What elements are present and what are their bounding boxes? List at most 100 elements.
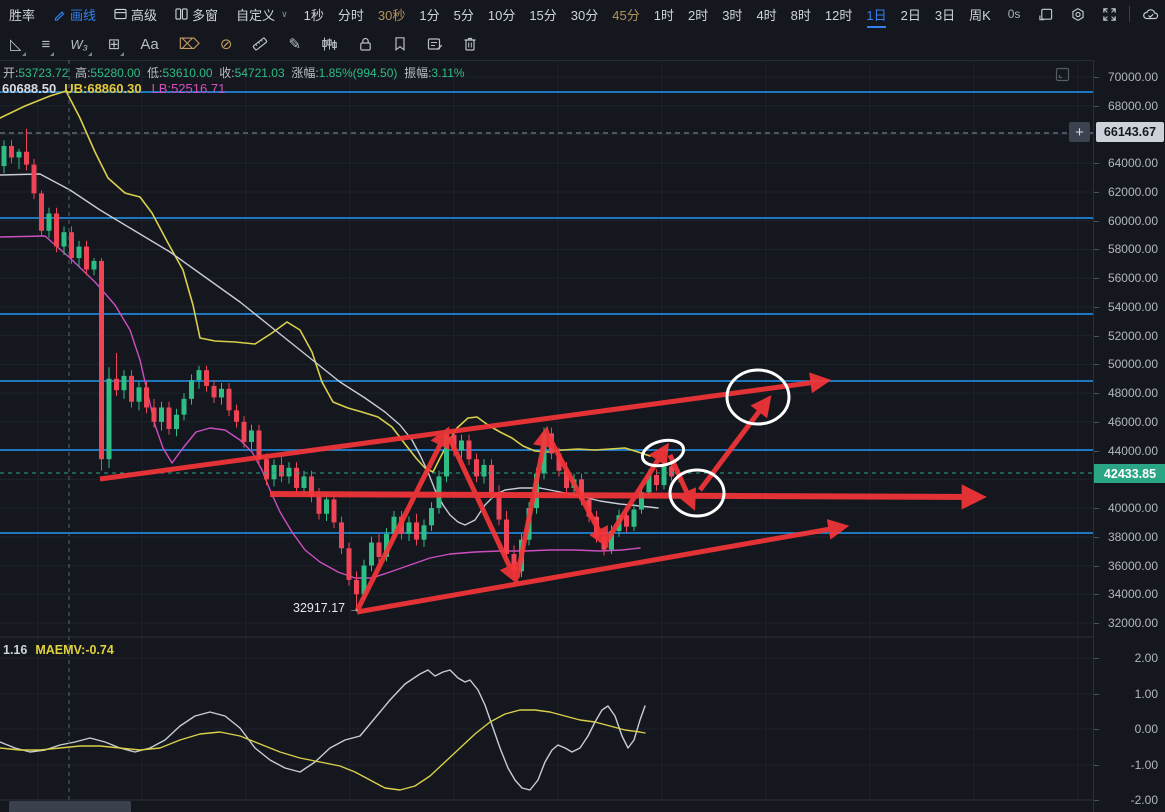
lock-tool[interactable]	[353, 28, 378, 60]
pane-maximize-icon[interactable]	[1055, 67, 1070, 82]
advanced-button[interactable]: 高级	[105, 0, 166, 28]
pattern-tool[interactable]	[316, 28, 343, 60]
chevron-down-icon: ∨	[281, 8, 288, 19]
settings-gear-icon[interactable]	[1062, 0, 1094, 28]
axis-tick	[1094, 800, 1099, 801]
axis-tick	[1094, 163, 1099, 165]
custom-timeframe-dropdown[interactable]: 自定义 ∨	[236, 7, 288, 23]
hide-drawings-tool[interactable]: ⊘	[219, 35, 233, 53]
panel-icon	[114, 8, 127, 20]
axis-tick	[1094, 729, 1099, 730]
price-axis-label: 60000.00	[1107, 213, 1158, 228]
circle-top	[725, 368, 791, 426]
timeframe-4时[interactable]: 4时	[756, 7, 777, 23]
tool-expand-caret[interactable]	[50, 52, 55, 56]
timeframe-分时[interactable]: 分时	[337, 7, 364, 23]
alert-plus-button[interactable]: +	[1069, 122, 1090, 142]
timeframe-1时[interactable]: 1时	[653, 7, 674, 23]
price-axis-label: 38000.00	[1107, 529, 1158, 544]
candlestick-chart[interactable]	[0, 60, 1093, 812]
bookmark-tool[interactable]	[388, 28, 412, 60]
price-axis[interactable]: 70000.00 68000.00 64000.00 62000.00 60000.00…	[1093, 60, 1165, 812]
indicator-axis-label: 2.00	[1134, 651, 1158, 665]
indicator-axis-label: 1.00	[1134, 687, 1158, 701]
price-axis-label: 48000.00	[1107, 386, 1158, 401]
timeframe-3时[interactable]: 3时	[722, 7, 743, 23]
axis-tick	[1094, 306, 1099, 308]
dashed-lines[interactable]	[0, 60, 1093, 800]
horizontal-arrow	[269, 484, 987, 510]
price-axis-label: 64000.00	[1107, 156, 1158, 171]
price-axis-label: 58000.00	[1107, 242, 1158, 257]
price-axis-label: 46000.00	[1107, 414, 1158, 429]
axis-tick	[1094, 191, 1099, 193]
popout-icon[interactable]	[1030, 0, 1062, 28]
price-axis-label: 50000.00	[1107, 357, 1158, 372]
axis-tick	[1094, 393, 1099, 395]
fullscreen-icon[interactable]	[1094, 0, 1125, 28]
timeframe-45分[interactable]: 45分	[612, 7, 640, 23]
text-tool[interactable]: Aa	[140, 35, 159, 53]
trend-line-tool[interactable]: ◺	[5, 28, 27, 60]
axis-tick	[1094, 508, 1099, 510]
tool-expand-caret[interactable]	[87, 52, 92, 56]
timeframe-2时[interactable]: 2时	[687, 7, 709, 23]
price-axis-label: 32000.00	[1107, 615, 1158, 630]
ruler-tool[interactable]	[247, 28, 273, 60]
multi-window-button[interactable]: 多窗	[166, 0, 227, 28]
top-toolbar: 胜率 画线 高级 多窗 自定义 ∨ 1秒 分时 30秒 1分 5分 10分 15分 30分 45分…	[0, 0, 1165, 29]
timeframe-1秒[interactable]: 1秒	[303, 7, 324, 23]
toolbar-divider	[1129, 6, 1131, 22]
axis-tick	[1094, 658, 1099, 659]
white-circle-annotations[interactable]	[640, 368, 791, 518]
alert-price-tag[interactable]: 66143.67	[1096, 122, 1164, 142]
last-price-tag: 42433.85	[1094, 464, 1165, 483]
timeframe-30分[interactable]: 30分	[570, 7, 599, 23]
horizontal-lines-tool[interactable]: ≡	[37, 28, 56, 60]
timeframe-8时[interactable]: 8时	[790, 7, 811, 23]
price-axis-label: 56000.00	[1107, 271, 1158, 286]
timeframe-30秒[interactable]: 30秒	[377, 7, 406, 23]
timeframe-12时[interactable]: 12时	[824, 7, 853, 23]
axis-tick	[1094, 364, 1099, 366]
zigzag-down-2	[546, 435, 609, 549]
drawing-toolbar: ◺ ≡ W₃ ⊞ Aa ⌦ ⊘ ✎	[0, 28, 1165, 61]
shape-tool[interactable]: ⊞	[103, 28, 126, 60]
price-axis-label: 52000.00	[1107, 328, 1158, 343]
notes-tool[interactable]	[422, 28, 448, 60]
chart-area[interactable]: 开:53723.72 高:55280.00 低:53610.00 收:54721…	[0, 60, 1165, 812]
axis-tick	[1094, 77, 1099, 78]
price-axis-label: 54000.00	[1107, 299, 1158, 314]
timeframe-1分[interactable]: 1分	[419, 7, 440, 23]
timeframe-3日[interactable]: 3日	[934, 7, 956, 23]
lower-trendline	[356, 519, 850, 615]
axis-tick	[1094, 622, 1099, 624]
zigzag-up-4	[698, 395, 772, 492]
eraser-tool[interactable]: ⌦	[178, 35, 200, 53]
ellipse-small	[640, 438, 686, 468]
cloud-save-icon[interactable]	[1134, 0, 1165, 28]
zigzag-up-1	[354, 426, 450, 613]
wave-tool[interactable]: W₃	[65, 28, 92, 60]
tool-expand-caret[interactable]	[120, 52, 125, 56]
axis-tick	[1094, 335, 1099, 337]
multi-window-icon	[175, 8, 188, 20]
win-rate-button[interactable]: 胜率	[9, 7, 36, 23]
timeframe-15分[interactable]: 15分	[529, 7, 557, 23]
price-axis-label: 34000.00	[1107, 587, 1158, 602]
delete-tool[interactable]	[458, 28, 482, 60]
timeframe-10分[interactable]: 10分	[487, 7, 516, 23]
timeframe-5分[interactable]: 5分	[453, 7, 474, 23]
circle-bottom	[668, 468, 726, 518]
timeframe-2日[interactable]: 2日	[900, 7, 921, 23]
draw-line-button[interactable]: 画线	[44, 0, 105, 28]
timeframe-周K[interactable]: 周K	[969, 7, 991, 23]
upper-trendline	[99, 372, 832, 482]
red-drawing-arrows[interactable]	[99, 372, 987, 615]
crosshair-date-tooltip	[9, 801, 131, 812]
timeframe-1日[interactable]: 1日	[859, 0, 893, 28]
tool-expand-caret[interactable]	[21, 52, 26, 56]
zigzag-up-2	[514, 425, 554, 579]
brush-tool[interactable]: ✎	[288, 35, 302, 53]
